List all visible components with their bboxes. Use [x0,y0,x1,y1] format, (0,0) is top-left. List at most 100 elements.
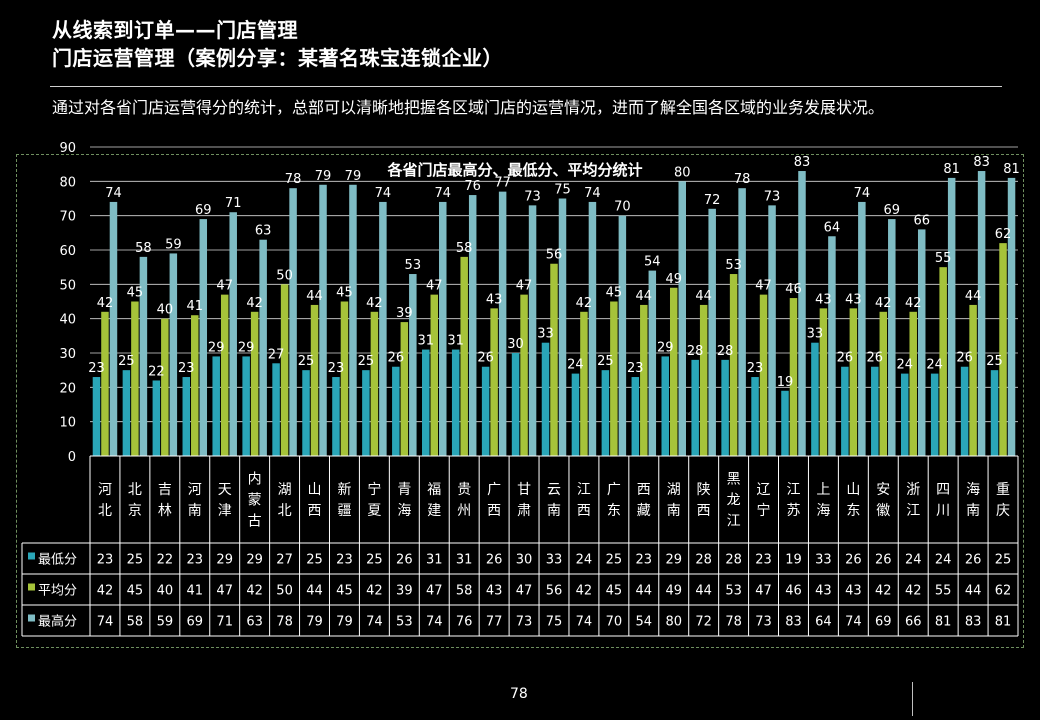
category-label: 上海 [816,482,830,519]
data-label: 24 [567,358,584,373]
table-cell: 80 [665,615,682,630]
table-cell: 41 [187,584,204,599]
y-tick-label: 90 [59,141,76,156]
table-cell: 30 [516,553,533,568]
bar-min [451,349,460,456]
data-label: 24 [926,358,943,373]
table-cell: 29 [665,553,682,568]
table-cell: 43 [845,584,862,599]
bar-avg [430,294,439,456]
data-label: 25 [358,354,375,369]
y-tick-label: 40 [59,313,76,328]
data-label: 59 [165,237,182,252]
table-cell: 79 [336,615,353,630]
category-label: 湖南 [667,482,681,519]
table-cell: 66 [905,615,922,630]
category-label: 重庆 [996,482,1010,519]
table-cell: 43 [815,584,832,599]
data-label: 42 [905,296,922,311]
bar-min [691,359,699,456]
bar-avg [909,311,917,456]
table-cell: 22 [157,553,174,568]
data-label: 31 [447,334,464,349]
data-label: 53 [405,258,422,273]
data-label: 44 [965,289,982,304]
bar-max [409,274,417,456]
data-label: 53 [725,258,742,273]
data-label: 75 [554,183,571,198]
bar-max [319,184,327,456]
data-label: 47 [426,279,443,294]
data-label: 64 [824,220,841,235]
data-label: 25 [118,354,135,369]
bar-avg [340,301,349,456]
table-cell: 83 [785,615,802,630]
bar-max [528,205,537,456]
data-label: 58 [135,241,152,256]
bar-avg [520,294,528,456]
category-label: 黑龙江 [727,472,741,530]
bar-avg [131,301,139,456]
table-cell: 47 [755,584,772,599]
data-label: 79 [345,169,362,184]
bar-max [858,201,866,456]
table-cell: 42 [875,584,892,599]
table-series-label: 最低分 [38,553,77,568]
bar-avg [759,294,768,456]
data-label: 79 [315,169,332,184]
table-cell: 23 [187,553,204,568]
data-label: 45 [606,286,623,301]
data-label: 50 [276,268,293,283]
table-cell: 25 [306,553,323,568]
table-cell: 23 [755,553,772,568]
bar-avg [849,308,858,456]
table-cell: 26 [965,553,982,568]
category-label: 宁夏 [367,481,381,519]
table-cell: 78 [725,615,742,630]
table-cell: 42 [905,584,922,599]
table-cell: 78 [276,615,293,630]
table-cell: 75 [546,615,563,630]
bar-avg [939,267,947,456]
chart-frame [16,154,1024,648]
bar-max [558,198,567,456]
category-label: 云南 [547,482,561,519]
bar-min [601,370,610,456]
data-label: 24 [896,358,913,373]
data-label: 25 [986,354,1003,369]
table-cell: 43 [486,584,503,599]
bar-avg [819,308,828,456]
bar-max [229,212,237,456]
table-cell: 79 [306,615,323,630]
table-cell: 29 [216,553,233,568]
bar-max [169,253,178,456]
data-label: 76 [464,179,481,194]
category-label: 新疆 [337,482,351,519]
table-cell: 33 [815,553,832,568]
table-cell: 44 [636,584,653,599]
data-label: 23 [627,361,644,376]
category-label: 山西 [308,482,322,519]
category-label: 福建 [427,482,441,519]
table-cell: 83 [965,615,982,630]
data-label: 23 [328,361,345,376]
bar-avg [580,311,588,456]
bar-avg [729,274,738,456]
table-cell: 74 [576,615,593,630]
bar-min [212,356,220,456]
bar-avg [879,311,888,456]
table-cell: 25 [606,553,623,568]
table-cell: 31 [456,553,473,568]
data-label: 23 [88,361,105,376]
bar-avg [999,243,1007,456]
data-label: 33 [807,327,824,342]
table-cell: 73 [755,615,772,630]
bar-avg [161,318,169,456]
data-label: 29 [657,340,674,355]
bar-avg [789,298,798,456]
table-cell: 45 [606,584,623,599]
table-cell: 69 [875,615,892,630]
table-cell: 23 [97,553,114,568]
data-label: 46 [785,282,802,297]
